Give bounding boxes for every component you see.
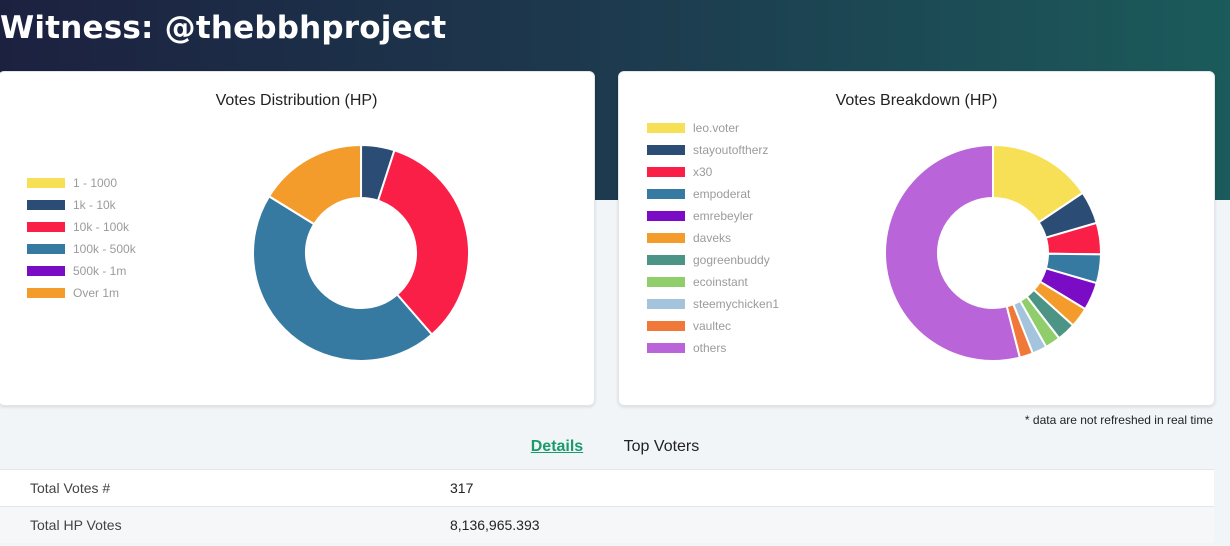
table-row: Total Votes # 317 <box>0 469 1214 507</box>
chart-title: Votes Breakdown (HP) <box>835 92 998 109</box>
legend-item[interactable]: empoderat <box>647 183 779 205</box>
legend-item[interactable]: 10k - 100k <box>27 216 136 238</box>
refresh-note: * data are not refreshed in real time <box>1024 413 1213 427</box>
legend-label: empoderat <box>693 187 751 201</box>
donut-slice[interactable] <box>376 149 470 336</box>
legend-label: leo.voter <box>693 121 740 135</box>
row-value: 317 <box>450 469 1214 507</box>
legend-swatch <box>647 189 685 199</box>
legend-label: 1 - 1000 <box>73 176 118 190</box>
legend-swatch <box>647 299 685 309</box>
tab-top-voters[interactable]: Top Voters <box>623 438 700 455</box>
legend-label: stayoutoftherz <box>693 143 769 157</box>
legend-label: 1k - 10k <box>73 198 116 212</box>
details-tabs: Details Top Voters <box>0 438 1230 456</box>
votes-breakdown-donut <box>884 143 1103 362</box>
legend-swatch <box>647 123 685 133</box>
legend-swatch <box>647 167 685 177</box>
legend-item[interactable]: others <box>647 337 779 359</box>
legend-label: gogreenbuddy <box>693 253 770 267</box>
details-table: Total Votes # 317 Total HP Votes 8,136,9… <box>0 469 1214 543</box>
row-label: Total HP Votes <box>0 506 450 543</box>
row-value: 8,136,965.393 <box>450 506 1214 543</box>
legend-item[interactable]: 100k - 500k <box>27 238 136 260</box>
row-label: Total Votes # <box>0 469 450 507</box>
legend-label: others <box>693 341 727 355</box>
votes-distribution-card: Votes Distribution (HP) 1 - 1000 1k - 10k… <box>0 71 595 406</box>
legend-label: 500k - 1m <box>73 264 127 278</box>
tab-details[interactable]: Details <box>530 438 584 455</box>
legend-swatch <box>647 343 685 353</box>
donut-slice[interactable] <box>252 194 434 362</box>
donut-slice[interactable] <box>884 143 1022 362</box>
legend-swatch <box>27 244 65 254</box>
legend-item[interactable]: 1k - 10k <box>27 194 136 216</box>
legend-swatch <box>647 277 685 287</box>
legend-label: ecoinstant <box>693 275 748 289</box>
chart-legend: leo.voter stayoutoftherz x30 empoderat emreb… <box>647 117 779 359</box>
legend-label: emrebeyler <box>693 209 754 223</box>
legend-swatch <box>647 145 685 155</box>
table-row: Total HP Votes 8,136,965.393 <box>0 506 1214 543</box>
legend-item[interactable]: ecoinstant <box>647 271 779 293</box>
legend-swatch <box>647 211 685 221</box>
legend-label: 100k - 500k <box>73 242 136 256</box>
legend-item[interactable]: 1 - 1000 <box>27 172 136 194</box>
legend-swatch <box>647 255 685 265</box>
legend-item[interactable]: Over 1m <box>27 282 136 304</box>
legend-item[interactable]: leo.voter <box>647 117 779 139</box>
votes-breakdown-card: Votes Breakdown (HP) leo.voter stayoutoft… <box>618 71 1215 406</box>
legend-label: daveks <box>693 231 732 245</box>
legend-label: steemychicken1 <box>693 297 780 311</box>
legend-swatch <box>27 288 65 298</box>
legend-item[interactable]: x30 <box>647 161 779 183</box>
legend-swatch <box>647 321 685 331</box>
legend-item[interactable]: daveks <box>647 227 779 249</box>
legend-item[interactable]: 500k - 1m <box>27 260 136 282</box>
legend-item[interactable]: stayoutoftherz <box>647 139 779 161</box>
legend-swatch <box>27 178 65 188</box>
page-title: Witness: @thebbhproject <box>0 10 447 46</box>
chart-legend: 1 - 1000 1k - 10k 10k - 100k 100k - 500k 500… <box>27 172 136 304</box>
legend-swatch <box>27 266 65 276</box>
legend-item[interactable]: vaultec <box>647 315 779 337</box>
legend-swatch <box>27 200 65 210</box>
legend-item[interactable]: gogreenbuddy <box>647 249 779 271</box>
votes-distribution-donut <box>252 143 470 362</box>
legend-swatch <box>647 233 685 243</box>
donut-slice[interactable] <box>267 143 362 226</box>
legend-label: vaultec <box>693 319 732 333</box>
legend-swatch <box>27 222 65 232</box>
legend-item[interactable]: steemychicken1 <box>647 293 779 315</box>
legend-item[interactable]: emrebeyler <box>647 205 779 227</box>
legend-label: x30 <box>693 165 713 179</box>
legend-label: Over 1m <box>73 286 120 300</box>
legend-label: 10k - 100k <box>73 220 130 234</box>
chart-title: Votes Distribution (HP) <box>215 92 378 109</box>
